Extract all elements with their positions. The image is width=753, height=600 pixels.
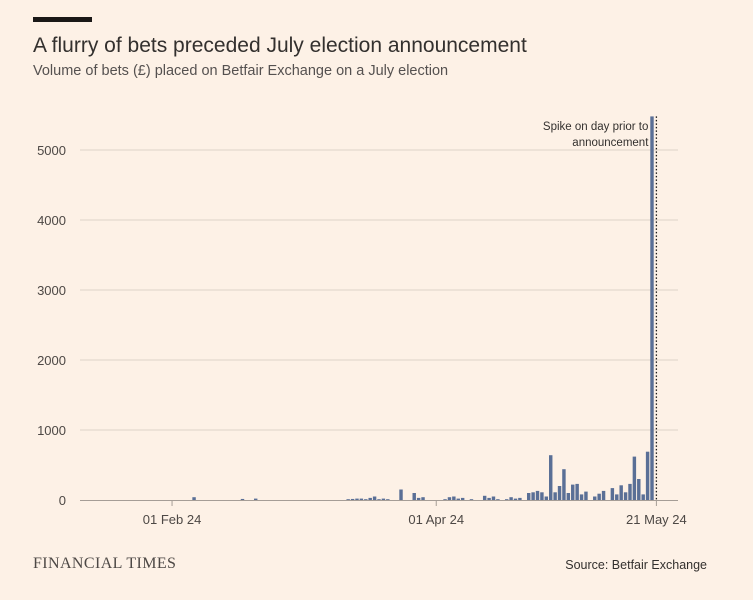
- bar: [628, 483, 632, 500]
- bar: [491, 496, 496, 500]
- bar: [593, 496, 597, 500]
- bar: [619, 485, 623, 500]
- bar: [637, 479, 641, 500]
- bar: [579, 494, 584, 500]
- bar: [456, 498, 460, 500]
- bar: [447, 497, 452, 500]
- bar: [645, 451, 650, 500]
- bar: [518, 497, 522, 500]
- y-tick-label: 1000: [37, 423, 66, 438]
- bar: [575, 483, 579, 500]
- bar: [540, 492, 544, 500]
- bar: [509, 497, 513, 500]
- y-tick-label: 2000: [37, 353, 66, 368]
- annotation-text: announcement: [572, 137, 649, 149]
- bar: [531, 492, 535, 500]
- x-axis: 01 Feb 24 01 Apr 24 21 May 24: [80, 500, 687, 527]
- bar: [557, 486, 562, 500]
- bar: [526, 493, 531, 500]
- bar: [504, 499, 509, 500]
- y-tick-label: 5000: [37, 143, 66, 158]
- bar: [549, 455, 553, 500]
- bar: [535, 490, 540, 500]
- chart-title: A flurry of bets preceded July election …: [33, 34, 527, 57]
- source-note: Source: Betfair Exchange: [565, 558, 707, 572]
- bar: [469, 499, 474, 500]
- bar: [496, 499, 500, 500]
- bar: [399, 489, 403, 500]
- bar: [443, 499, 447, 500]
- bar: [571, 484, 575, 500]
- bar: [623, 492, 628, 500]
- bar: [601, 490, 606, 500]
- bar: [412, 493, 416, 500]
- bar: [240, 498, 245, 500]
- bar: [513, 498, 518, 500]
- bar: [359, 498, 364, 500]
- bar: [381, 498, 386, 500]
- bar: [386, 499, 390, 500]
- bar: [584, 491, 588, 500]
- bar: [364, 499, 368, 500]
- x-tick-label: 01 Feb 24: [143, 512, 202, 527]
- brand-logo-text: FINANCIAL TIMES: [33, 555, 177, 572]
- x-tick-label: 01 Apr 24: [408, 512, 464, 527]
- annotation-text: Spike on day prior to: [543, 121, 648, 133]
- bar: [350, 498, 355, 500]
- bar: [650, 116, 654, 501]
- chart-subtitle: Volume of bets (£) placed on Betfair Exc…: [33, 63, 449, 79]
- bar: [421, 497, 425, 500]
- gridlines: [80, 149, 678, 431]
- bar: [553, 492, 557, 500]
- bar: [597, 493, 601, 500]
- bar: [487, 497, 491, 500]
- bar: [544, 496, 549, 500]
- bars: [192, 116, 654, 501]
- bar: [632, 456, 637, 500]
- bar: [372, 496, 377, 500]
- bar: [566, 493, 571, 500]
- bar: [346, 499, 350, 500]
- bar: [452, 496, 456, 500]
- y-tick-label: 0: [59, 493, 66, 508]
- bar: [460, 497, 465, 500]
- bar: [562, 469, 566, 500]
- bar: [368, 497, 372, 500]
- bar: [610, 488, 615, 500]
- bar: [355, 498, 359, 500]
- x-tick-label: 21 May 24: [626, 512, 687, 527]
- header-accent-bar: [33, 17, 92, 22]
- bar: [253, 498, 258, 500]
- bar: [192, 497, 196, 500]
- annotation: Spike on day prior to announcement: [543, 116, 658, 500]
- bar: [641, 494, 645, 500]
- bar: [416, 497, 421, 500]
- y-tick-label: 4000: [37, 213, 66, 228]
- y-axis-labels: 0 1000 2000 3000 4000 5000: [37, 143, 66, 508]
- bar: [482, 495, 487, 500]
- y-tick-label: 3000: [37, 283, 66, 298]
- bar: [615, 494, 619, 500]
- bar: [377, 499, 381, 500]
